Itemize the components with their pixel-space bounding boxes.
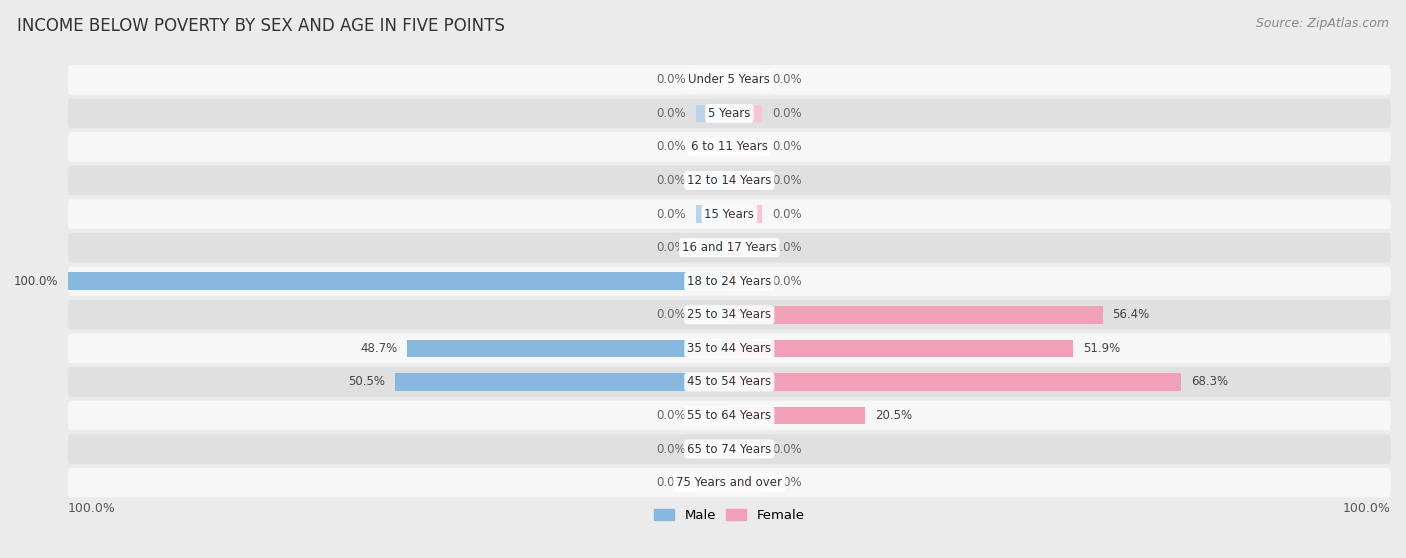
Text: 45 to 54 Years: 45 to 54 Years <box>688 376 772 388</box>
Text: 0.0%: 0.0% <box>657 141 686 153</box>
Bar <box>696 474 730 492</box>
Text: 75 Years and over: 75 Years and over <box>676 476 782 489</box>
FancyBboxPatch shape <box>67 99 1391 128</box>
Text: 0.0%: 0.0% <box>657 442 686 455</box>
FancyBboxPatch shape <box>67 434 1391 464</box>
Text: 12 to 14 Years: 12 to 14 Years <box>688 174 772 187</box>
Bar <box>730 105 762 122</box>
Text: 0.0%: 0.0% <box>772 174 801 187</box>
Text: 56.4%: 56.4% <box>1112 308 1150 321</box>
Text: Under 5 Years: Under 5 Years <box>689 73 770 86</box>
Bar <box>730 474 762 492</box>
Text: 0.0%: 0.0% <box>657 241 686 254</box>
Text: 0.0%: 0.0% <box>657 308 686 321</box>
Text: 0.0%: 0.0% <box>772 275 801 288</box>
Bar <box>730 272 762 290</box>
Bar <box>696 239 730 256</box>
FancyBboxPatch shape <box>67 334 1391 363</box>
Text: 68.3%: 68.3% <box>1191 376 1229 388</box>
Text: 35 to 44 Years: 35 to 44 Years <box>688 342 772 355</box>
Bar <box>696 105 730 122</box>
Bar <box>730 407 865 424</box>
Text: INCOME BELOW POVERTY BY SEX AND AGE IN FIVE POINTS: INCOME BELOW POVERTY BY SEX AND AGE IN F… <box>17 17 505 35</box>
Text: 25 to 34 Years: 25 to 34 Years <box>688 308 772 321</box>
Text: 0.0%: 0.0% <box>772 208 801 220</box>
Bar <box>730 440 762 458</box>
Text: 0.0%: 0.0% <box>657 476 686 489</box>
Text: 20.5%: 20.5% <box>875 409 912 422</box>
Text: 50.5%: 50.5% <box>349 376 385 388</box>
Text: 51.9%: 51.9% <box>1083 342 1121 355</box>
Text: 0.0%: 0.0% <box>657 208 686 220</box>
Bar <box>730 239 762 256</box>
Bar <box>730 205 762 223</box>
FancyBboxPatch shape <box>67 166 1391 195</box>
Text: 0.0%: 0.0% <box>772 141 801 153</box>
Text: 100.0%: 100.0% <box>13 275 58 288</box>
Text: 0.0%: 0.0% <box>657 174 686 187</box>
FancyBboxPatch shape <box>67 266 1391 296</box>
Text: 16 and 17 Years: 16 and 17 Years <box>682 241 776 254</box>
Bar <box>730 373 1181 391</box>
Text: 0.0%: 0.0% <box>772 73 801 86</box>
Text: 6 to 11 Years: 6 to 11 Years <box>690 141 768 153</box>
Bar <box>696 440 730 458</box>
Bar <box>408 340 730 357</box>
Bar <box>696 138 730 156</box>
Bar <box>696 205 730 223</box>
Bar <box>395 373 730 391</box>
Text: 0.0%: 0.0% <box>657 409 686 422</box>
Bar <box>696 306 730 324</box>
Text: 5 Years: 5 Years <box>709 107 751 120</box>
Text: 100.0%: 100.0% <box>1343 502 1391 515</box>
FancyBboxPatch shape <box>67 468 1391 497</box>
Text: 0.0%: 0.0% <box>657 73 686 86</box>
Bar <box>730 172 762 189</box>
Text: 48.7%: 48.7% <box>360 342 396 355</box>
Text: 0.0%: 0.0% <box>772 476 801 489</box>
Text: 0.0%: 0.0% <box>772 442 801 455</box>
FancyBboxPatch shape <box>67 300 1391 330</box>
FancyBboxPatch shape <box>67 65 1391 94</box>
Text: 100.0%: 100.0% <box>67 502 115 515</box>
Bar <box>696 71 730 89</box>
Bar <box>696 172 730 189</box>
Text: 55 to 64 Years: 55 to 64 Years <box>688 409 772 422</box>
Bar <box>696 407 730 424</box>
Bar <box>730 340 1073 357</box>
Text: 0.0%: 0.0% <box>772 241 801 254</box>
Bar <box>730 138 762 156</box>
Text: 0.0%: 0.0% <box>772 107 801 120</box>
Legend: Male, Female: Male, Female <box>648 503 810 527</box>
FancyBboxPatch shape <box>67 401 1391 430</box>
Bar <box>730 306 1102 324</box>
FancyBboxPatch shape <box>67 132 1391 162</box>
FancyBboxPatch shape <box>67 367 1391 397</box>
FancyBboxPatch shape <box>67 233 1391 262</box>
Bar <box>730 71 762 89</box>
Text: 18 to 24 Years: 18 to 24 Years <box>688 275 772 288</box>
Text: 0.0%: 0.0% <box>657 107 686 120</box>
Text: 65 to 74 Years: 65 to 74 Years <box>688 442 772 455</box>
Text: Source: ZipAtlas.com: Source: ZipAtlas.com <box>1256 17 1389 30</box>
Text: 15 Years: 15 Years <box>704 208 754 220</box>
Bar <box>67 272 730 290</box>
FancyBboxPatch shape <box>67 199 1391 229</box>
